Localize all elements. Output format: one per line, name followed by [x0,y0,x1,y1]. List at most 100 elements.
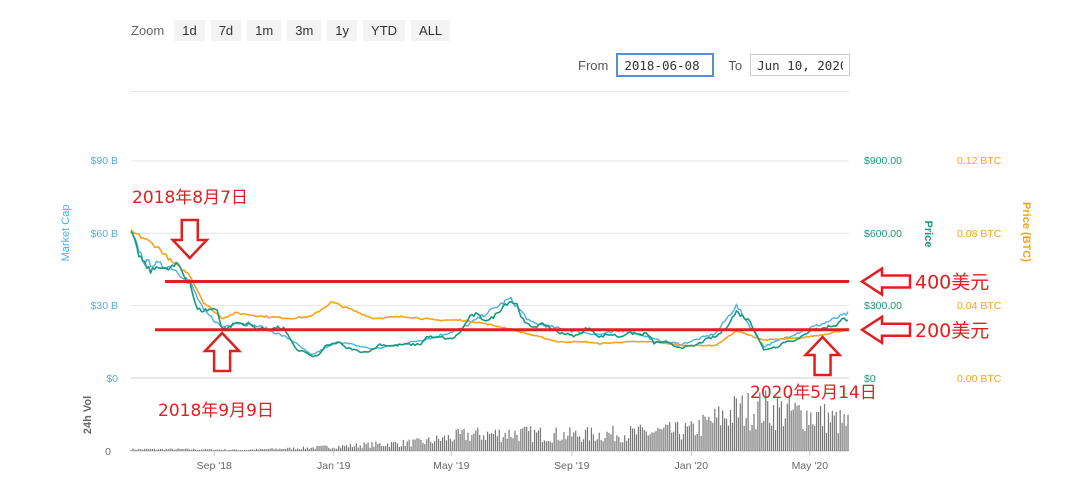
volume-bar [506,438,508,451]
volume-bar [643,429,645,451]
volume-bar [359,445,361,451]
volume-bar [169,448,171,451]
volume-bar [357,447,359,451]
volume-bar [251,449,254,451]
x-axis-ticks: Sep '18 Jan '19 May '19 Sep '19 Jan '20 May '… [197,451,828,472]
zoom-1d-button[interactable]: 1d [174,20,205,41]
price-line [130,231,849,358]
volume-bar [510,437,512,451]
x-tick-label: May '19 [433,460,470,472]
volume-bar [743,426,745,451]
volume-bar [134,449,136,451]
volume-bar [794,402,796,451]
volume-bar [520,429,522,451]
volume-bar [410,446,412,451]
volume-bar [400,446,402,451]
volume-bar [528,430,530,451]
x-tick-label: Sep '19 [554,460,589,472]
volume-bar [314,448,316,451]
right-tick-1: $300.00 [864,300,902,312]
volume-bar [263,448,265,451]
x-tick-label: Jan '19 [317,460,351,472]
volume-bar [818,412,820,451]
volume-bar [500,441,502,451]
volume-bar [600,439,602,451]
x-tick-label: Jan '20 [675,460,709,472]
volume-bar [363,442,365,451]
price-btc-line [130,229,849,347]
right-tick-0: $0 [864,373,876,385]
volume-bar [649,434,651,451]
volume-bar [804,431,806,451]
volume-bar [465,439,467,451]
right-axis-title: Price [922,221,934,248]
volume-bar [755,429,757,451]
volume-bar [189,449,191,451]
volume-bar [551,442,553,451]
volume-bar [353,446,355,451]
from-label: From [578,57,609,73]
volume-bar [437,438,440,451]
volume-bar [561,439,563,451]
volume-bar [365,444,367,451]
volume-bar [533,429,536,451]
zoom-1m-button[interactable]: 1m [247,20,282,41]
volume-bars [130,390,849,451]
volume-bar [281,449,283,451]
zoom-ytd-button[interactable]: YTD [363,20,406,41]
volume-bar [234,449,236,451]
volume-bar [590,427,592,451]
volume-bar [296,448,299,451]
volume-bar [255,448,257,451]
volume-bar [745,418,747,451]
volume-bar [733,395,735,451]
volume-bar [210,448,212,451]
volume-bar [441,437,444,451]
volume-bar [549,441,551,451]
zoom-1y-button[interactable]: 1y [327,20,358,41]
volume-bar [757,401,759,451]
volume-bar [694,435,696,451]
volume-bar [665,424,667,451]
zoom-3m-button[interactable]: 3m [287,20,322,41]
volume-bar [304,448,306,451]
volume-bar [204,448,207,451]
to-label: To [728,57,743,73]
volume-bar [735,398,737,451]
volume-bar [626,440,628,451]
volume-bar [751,424,753,451]
volume-bar [604,438,606,451]
volume-bar [449,438,451,451]
volume-bar [543,440,545,451]
volume-bar [142,449,144,451]
volume-bar [347,447,350,451]
volume-bar [631,428,634,451]
from-date-input[interactable] [616,53,715,77]
to-date-input[interactable] [750,54,851,76]
date-range: From To [578,53,851,77]
volume-bar [488,433,491,451]
volume-bar [678,433,681,451]
volume-bar [428,437,430,451]
volume-bar [731,422,734,451]
event-label-2020-05-14: 2020年5月14日 [750,383,877,403]
volume-bar [173,449,175,451]
volume-bar [463,428,465,451]
volume-bar [459,434,461,451]
volume-bar [492,434,495,451]
volume-bar [812,424,814,451]
zoom-all-button[interactable]: ALL [411,20,451,41]
volume-bar [845,425,847,451]
volume-bar [159,448,161,451]
volume-bar [502,437,504,451]
hline-label-400: 400美元 [915,272,989,294]
zoom-7d-button[interactable]: 7d [210,20,242,41]
volume-bar [763,421,765,451]
volume-bar [467,432,469,451]
volume-bar [157,449,160,451]
volume-bar [387,443,389,451]
volume-bar [426,439,428,451]
volume-bar [249,449,252,451]
volume-bar [535,432,538,451]
event-arrow-2018-09-09 [202,331,242,373]
